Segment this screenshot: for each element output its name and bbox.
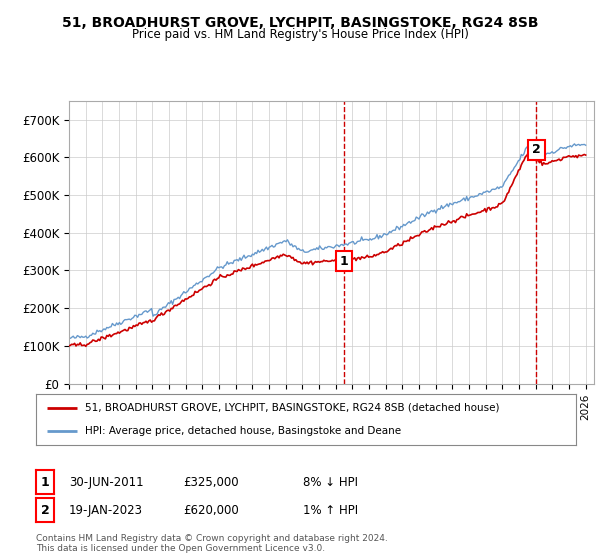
Text: 2: 2: [41, 503, 49, 517]
Text: Contains HM Land Registry data © Crown copyright and database right 2024.
This d: Contains HM Land Registry data © Crown c…: [36, 534, 388, 553]
Text: 1: 1: [340, 255, 349, 268]
Text: 51, BROADHURST GROVE, LYCHPIT, BASINGSTOKE, RG24 8SB (detached house): 51, BROADHURST GROVE, LYCHPIT, BASINGSTO…: [85, 403, 499, 413]
Text: Price paid vs. HM Land Registry's House Price Index (HPI): Price paid vs. HM Land Registry's House …: [131, 28, 469, 41]
Text: £620,000: £620,000: [183, 503, 239, 517]
Text: 30-JUN-2011: 30-JUN-2011: [69, 475, 143, 489]
Text: 51, BROADHURST GROVE, LYCHPIT, BASINGSTOKE, RG24 8SB: 51, BROADHURST GROVE, LYCHPIT, BASINGSTO…: [62, 16, 538, 30]
Text: 1% ↑ HPI: 1% ↑ HPI: [303, 503, 358, 517]
Text: £325,000: £325,000: [183, 475, 239, 489]
Text: 19-JAN-2023: 19-JAN-2023: [69, 503, 143, 517]
Text: HPI: Average price, detached house, Basingstoke and Deane: HPI: Average price, detached house, Basi…: [85, 426, 401, 436]
Text: 1: 1: [41, 475, 49, 489]
Text: 8% ↓ HPI: 8% ↓ HPI: [303, 475, 358, 489]
Text: 2: 2: [532, 143, 541, 156]
